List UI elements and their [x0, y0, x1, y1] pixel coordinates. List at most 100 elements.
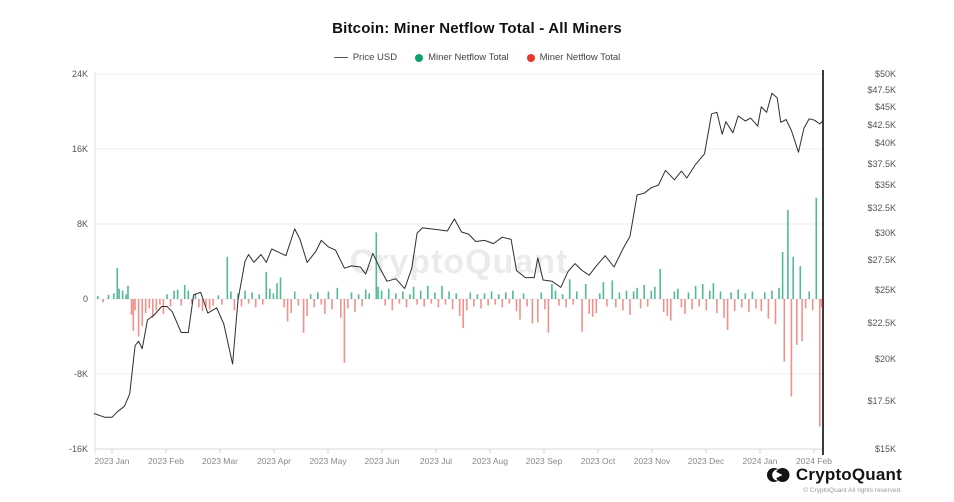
netflow-bar	[286, 299, 289, 322]
netflow-bar	[276, 283, 278, 299]
netflow-bar	[293, 291, 296, 299]
netflow-bar	[705, 299, 708, 311]
netflow-bar	[198, 299, 200, 308]
netflow-bar	[783, 299, 786, 362]
netflow-bar	[324, 299, 326, 314]
y-axis-label-right: $30K	[874, 228, 896, 239]
netflow-bar	[691, 299, 693, 310]
netflow-bar	[107, 294, 110, 299]
y-axis-label-left: -16K	[68, 444, 88, 454]
netflow-bar	[741, 299, 743, 308]
x-axis-label: 2023 Jun	[364, 456, 400, 466]
netflow-bar	[646, 299, 649, 307]
netflow-bar	[347, 299, 349, 309]
netflow-bar	[522, 293, 525, 299]
y-axis-label-right: $15K	[874, 443, 896, 454]
netflow-bar	[755, 299, 757, 309]
netflow-bar	[811, 299, 814, 311]
netflow-bar	[519, 299, 521, 320]
netflow-bar	[698, 299, 700, 307]
netflow-bar	[187, 290, 190, 299]
netflow-bar	[283, 299, 285, 308]
netflow-bar	[508, 299, 511, 304]
netflow-bar	[636, 287, 638, 300]
netflow-bar	[591, 299, 594, 317]
netflow-bar	[804, 299, 807, 309]
netflow-bar	[599, 293, 601, 299]
netflow-bar	[395, 293, 397, 299]
x-axis-label: 2023 Oct	[580, 456, 616, 466]
x-axis-label: 2023 Apr	[256, 456, 292, 466]
netflow-bar	[336, 287, 339, 300]
netflow-bar	[340, 299, 342, 318]
netflow-bar	[121, 290, 124, 299]
netflow-bar	[430, 299, 433, 304]
x-axis-label: 2023 Sep	[525, 456, 563, 466]
y-axis-label-right: $50K	[874, 69, 896, 79]
netflow-bar	[680, 299, 683, 308]
x-axis-label: 2024 Jan	[742, 456, 778, 466]
netflow-bar	[297, 299, 300, 306]
legend-item-price[interactable]: Price USD	[333, 52, 397, 63]
netflow-bar	[684, 299, 686, 314]
netflow-bar	[808, 291, 810, 299]
netflow-bar	[490, 291, 493, 299]
netflow-bar	[159, 299, 161, 305]
netflow-bar	[265, 271, 268, 299]
netflow-bar	[377, 286, 379, 299]
netflow-bar	[320, 299, 323, 305]
netflow-bar	[687, 292, 690, 299]
netflow-bar	[565, 299, 567, 308]
netflow-bar	[540, 292, 543, 299]
netflow-bar	[402, 291, 404, 299]
netflow-bar	[670, 299, 672, 321]
y-axis-label-left: 16K	[71, 144, 88, 154]
netflow-bar	[719, 291, 722, 299]
netflow-bar	[588, 299, 590, 314]
x-axis-label: 2023 May	[309, 456, 347, 466]
netflow-bar	[244, 290, 246, 299]
netflow-bar	[602, 282, 605, 299]
red-dot-icon	[526, 53, 535, 62]
netflow-bar	[737, 289, 739, 299]
netflow-bar	[618, 292, 621, 299]
chart-title: Bitcoin: Miner Netflow Total - All Miner…	[332, 20, 622, 37]
netflow-bar	[767, 299, 770, 319]
netflow-bar	[384, 299, 386, 306]
netflow-bar	[405, 299, 408, 308]
netflow-bar	[302, 299, 305, 333]
netflow-bar	[701, 284, 704, 299]
netflow-bar	[558, 299, 560, 306]
y-axis-label-right: $22.5K	[867, 317, 896, 328]
netflow-bar	[416, 299, 418, 305]
legend-netflow-negative-label: Miner Netflow Total	[539, 52, 621, 63]
netflow-bar	[141, 299, 143, 327]
netflow-bar	[247, 299, 250, 304]
netflow-bar	[258, 294, 260, 299]
netflow-bar	[643, 284, 645, 299]
legend-item-netflow-positive[interactable]: Miner Netflow Total	[415, 52, 509, 63]
brand-name: CryptoQuant	[795, 465, 902, 484]
netflow-bar	[716, 299, 718, 314]
legend-item-netflow-negative[interactable]: Miner Netflow Total	[526, 52, 621, 63]
netflow-bar	[760, 299, 763, 312]
x-axis-label: 2023 Mar	[202, 456, 238, 466]
y-axis-label-right: $42.5K	[867, 119, 896, 130]
netflow-bar	[606, 299, 608, 307]
netflow-bar	[662, 299, 665, 313]
netflow-bar	[357, 294, 360, 299]
netflow-bar	[155, 299, 158, 311]
netflow-bar	[127, 285, 129, 299]
netflow-bar	[173, 290, 175, 299]
netflow-bar	[581, 299, 583, 332]
netflow-bar	[254, 299, 257, 308]
netflow-bar	[230, 291, 232, 299]
green-dot-icon	[415, 53, 424, 62]
netflow-bar	[764, 292, 766, 299]
legend-netflow-positive-label: Miner Netflow Total	[428, 52, 509, 63]
netflow-bar	[290, 299, 292, 314]
netflow-bar	[730, 292, 732, 299]
netflow-bar	[744, 293, 747, 299]
